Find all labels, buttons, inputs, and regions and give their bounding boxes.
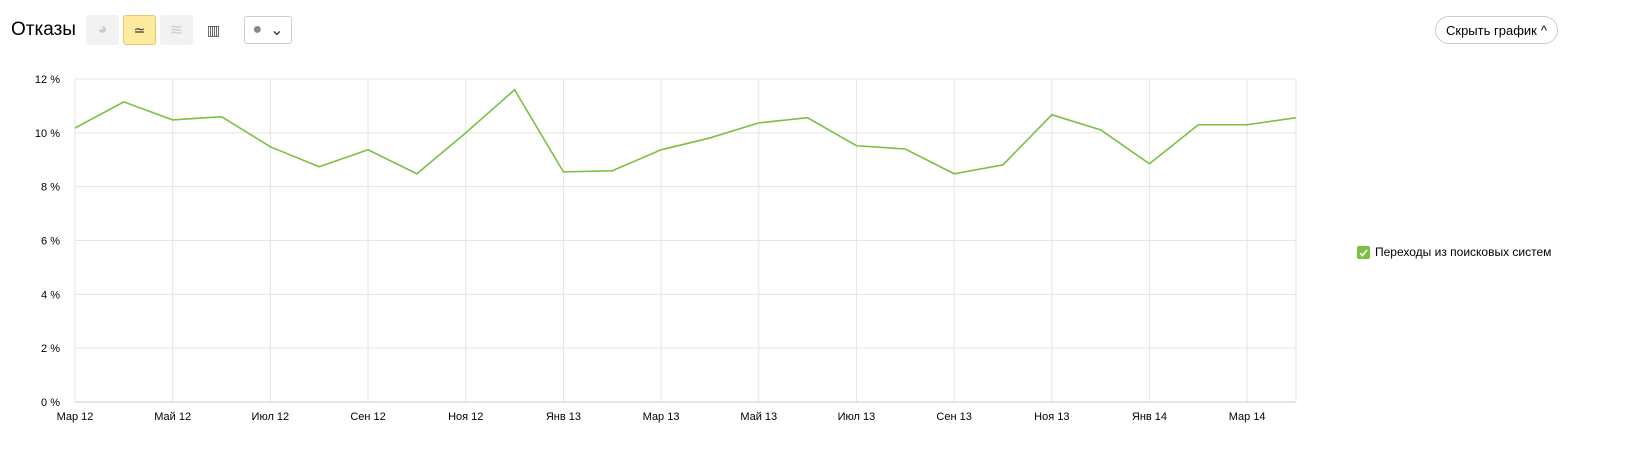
- y-tick-label: 6 %: [41, 236, 60, 248]
- data-point: [513, 88, 517, 92]
- x-tick-label: Мар 12: [57, 411, 94, 423]
- data-point: [708, 136, 712, 140]
- page-title: Отказы: [11, 19, 76, 40]
- x-tick-label: Янв 13: [546, 411, 581, 423]
- legend-item[interactable]: Переходы из поисковых систем: [1357, 245, 1551, 259]
- stacked-area-icon: ≋: [169, 22, 184, 39]
- pie-chart-button[interactable]: ◕: [86, 15, 119, 45]
- data-point: [854, 144, 858, 148]
- line-chart-button[interactable]: ≃: [123, 15, 156, 45]
- data-point: [1294, 116, 1298, 120]
- data-point: [415, 172, 419, 176]
- hide-chart-button[interactable]: Скрыть график ^: [1435, 16, 1558, 44]
- data-point: [659, 148, 663, 152]
- data-point: [464, 131, 468, 135]
- pie-chart-icon: ◕: [97, 21, 108, 38]
- chevron-down-icon: ⌄: [270, 22, 284, 39]
- x-tick-label: Июл 12: [252, 411, 290, 423]
- data-point: [220, 115, 224, 119]
- data-point: [366, 148, 370, 152]
- data-point: [806, 116, 810, 120]
- data-point: [1196, 123, 1200, 127]
- x-tick-label: Сен 12: [350, 411, 385, 423]
- data-point: [268, 145, 272, 149]
- data-point: [903, 147, 907, 151]
- hide-chart-label: Скрыть график: [1446, 22, 1537, 38]
- stacked-area-button[interactable]: ≋: [160, 15, 193, 45]
- x-tick-label: Сен 13: [936, 411, 971, 423]
- x-tick-label: Янв 14: [1132, 411, 1167, 423]
- data-point: [1245, 123, 1249, 127]
- checkbox-checked-icon[interactable]: [1357, 245, 1370, 259]
- data-point: [1050, 113, 1054, 117]
- data-point: [610, 169, 614, 173]
- data-point: [952, 172, 956, 176]
- x-tick-label: Июл 13: [838, 411, 876, 423]
- x-tick-label: Ноя 12: [448, 411, 483, 423]
- y-tick-label: 12 %: [35, 74, 60, 86]
- data-point: [1001, 163, 1005, 167]
- bar-chart-button[interactable]: ▥: [197, 15, 230, 45]
- y-tick-label: 10 %: [35, 128, 60, 140]
- x-tick-label: Мар 13: [643, 411, 680, 423]
- x-tick-label: Мар 14: [1229, 411, 1266, 423]
- data-point: [561, 170, 565, 174]
- y-tick-label: 0 %: [41, 397, 60, 409]
- legend-label: Переходы из поисковых систем: [1375, 245, 1552, 259]
- data-point: [757, 121, 761, 125]
- data-point: [73, 126, 77, 130]
- x-tick-label: Май 13: [740, 411, 777, 423]
- data-point: [122, 100, 126, 104]
- x-tick-label: Май 12: [154, 411, 191, 423]
- data-point: [1099, 128, 1103, 132]
- series-line: [74, 88, 1297, 175]
- comment-icon: ●: [252, 21, 263, 38]
- line-chart-icon: ≃: [133, 21, 146, 38]
- data-point: [1147, 162, 1151, 166]
- y-tick-label: 8 %: [41, 182, 60, 194]
- bar-chart-icon: ▥: [206, 21, 221, 38]
- x-tick-label: Ноя 13: [1034, 411, 1069, 423]
- data-point: [171, 118, 175, 122]
- y-tick-label: 2 %: [41, 343, 60, 355]
- comment-dropdown[interactable]: ● ⌄: [244, 16, 292, 44]
- data-point: [317, 165, 321, 169]
- y-tick-label: 4 %: [41, 289, 60, 301]
- chevron-up-icon: ^: [1540, 22, 1547, 38]
